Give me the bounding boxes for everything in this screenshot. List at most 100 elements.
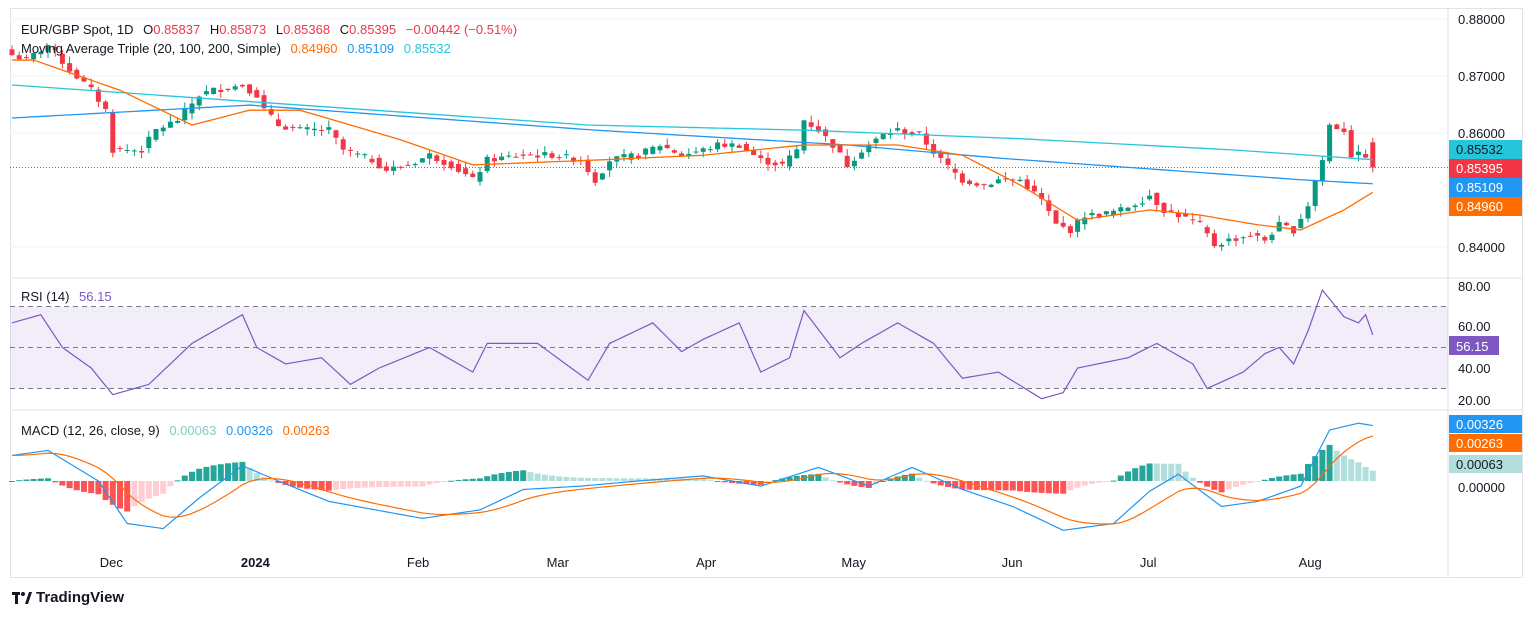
macd-histogram-bar xyxy=(174,480,181,482)
candle-body xyxy=(218,89,224,93)
candle-body xyxy=(239,84,245,87)
candle-body xyxy=(887,133,893,135)
candle-body xyxy=(455,163,461,172)
macd-histogram-bar xyxy=(52,481,59,483)
macd-histogram-bar xyxy=(563,476,570,481)
price-label-text: 0.84960 xyxy=(1456,199,1503,214)
macd-histogram-bar xyxy=(671,478,678,481)
macd-histogram-bar xyxy=(613,478,620,481)
candle-body xyxy=(729,143,735,147)
macd-histogram-bar xyxy=(325,481,332,491)
change-value: −0.00442 (−0.51%) xyxy=(405,22,518,37)
macd-histogram-bar xyxy=(455,479,462,481)
macd-histogram-bar xyxy=(1161,463,1167,481)
macd-histogram-bar xyxy=(829,480,836,482)
macd-value-badge-text: 0.00063 xyxy=(1456,457,1503,472)
candle-body xyxy=(1118,207,1124,212)
candle-body xyxy=(794,149,800,159)
candle-body xyxy=(110,112,116,153)
macd-histogram-bar xyxy=(592,478,599,481)
time-tick-label: Aug xyxy=(1299,555,1322,570)
macd-histogram-bar xyxy=(1132,468,1139,481)
candle-body xyxy=(59,53,65,64)
rsi-title: RSI (14) xyxy=(21,289,70,304)
rsi-tick-label: 40.00 xyxy=(1458,361,1491,376)
candle-body xyxy=(722,143,728,147)
candle-body xyxy=(542,152,548,156)
candle-body xyxy=(491,158,497,162)
candle-body xyxy=(1327,124,1333,162)
candle-body xyxy=(715,142,721,150)
candle-body xyxy=(117,147,123,149)
macd-histogram-bar xyxy=(225,463,231,481)
macd-histogram-bar xyxy=(1074,481,1081,488)
candle-body xyxy=(304,127,310,130)
low-label: L xyxy=(275,22,284,37)
candle-body xyxy=(959,173,965,183)
rsi-tick-label: 80.00 xyxy=(1458,279,1491,294)
macd-legend[interactable]: MACD (12, 26, close, 9) 0.00063 0.00326 … xyxy=(21,423,336,438)
candle-body xyxy=(902,129,908,134)
macd-histogram-bar xyxy=(16,480,23,482)
candle-body xyxy=(347,149,353,151)
candle-body xyxy=(700,148,706,152)
candle-body xyxy=(1219,244,1225,247)
macd-histogram-bar xyxy=(1110,480,1117,482)
macd-histogram-bar xyxy=(995,481,1002,491)
price-label-text: 0.85395 xyxy=(1456,161,1503,176)
macd-value-badge xyxy=(1449,455,1522,473)
candle-body xyxy=(995,179,1001,184)
macd-histogram-bar xyxy=(1103,481,1110,482)
candle-body xyxy=(362,154,368,156)
candle-body xyxy=(837,144,843,153)
macd-histogram-bar xyxy=(369,481,375,488)
candle-body xyxy=(1132,205,1138,208)
macd-histogram-bar xyxy=(160,481,167,494)
macd-histogram-bar xyxy=(9,481,15,482)
macd-histogram-bar xyxy=(1341,455,1347,481)
candle-body xyxy=(326,127,332,130)
macd-histogram-bar xyxy=(81,481,87,492)
candle-body xyxy=(657,146,663,151)
macd-histogram-bar xyxy=(397,481,404,487)
macd-histogram-bar xyxy=(549,475,555,481)
macd-histogram-bar xyxy=(664,478,671,481)
candle-body xyxy=(1183,213,1189,217)
macd-histogram-bar xyxy=(1197,481,1203,483)
chart-frame xyxy=(10,8,1523,578)
ma200-line xyxy=(11,84,1373,161)
ma20-line xyxy=(12,59,1374,231)
ma-legend[interactable]: Moving Average Triple (20, 100, 200, Sim… xyxy=(21,41,457,56)
candle-body xyxy=(1175,212,1181,218)
candle-body xyxy=(1190,219,1196,221)
rsi-value-badge-text: 56.15 xyxy=(1456,339,1489,354)
macd-histogram-bar xyxy=(196,468,203,481)
candle-body xyxy=(333,130,339,138)
macd-histogram-bar xyxy=(1283,475,1290,481)
rsi-tick-label: 20.00 xyxy=(1458,393,1491,408)
macd-histogram-bar xyxy=(282,481,289,485)
tradingview-logo[interactable]: TradingView xyxy=(12,589,124,606)
macd-histogram-bar xyxy=(1362,466,1369,481)
candle-body xyxy=(167,121,173,128)
price-label-badge xyxy=(1449,197,1522,216)
candle-body xyxy=(45,45,51,52)
macd-histogram-bar xyxy=(153,481,159,496)
rsi-legend[interactable]: RSI (14) 56.15 xyxy=(21,289,118,304)
macd-hist-value: 0.00063 xyxy=(169,423,217,438)
macd-histogram-bar xyxy=(30,479,37,481)
candle-body xyxy=(1168,210,1174,212)
candle-body xyxy=(592,172,598,183)
candle-body xyxy=(923,133,929,145)
candle-body xyxy=(880,133,886,140)
candle-body xyxy=(254,90,260,98)
macd-histogram-bar xyxy=(556,476,563,481)
candle-body xyxy=(765,157,771,165)
candle-body xyxy=(787,155,793,167)
candle-body xyxy=(247,84,253,94)
macd-histogram-bar xyxy=(354,481,361,489)
rsi-value-badge xyxy=(1449,336,1499,355)
candle-body xyxy=(938,151,944,158)
ma-title: Moving Average Triple (20, 100, 200, Sim… xyxy=(21,41,281,56)
